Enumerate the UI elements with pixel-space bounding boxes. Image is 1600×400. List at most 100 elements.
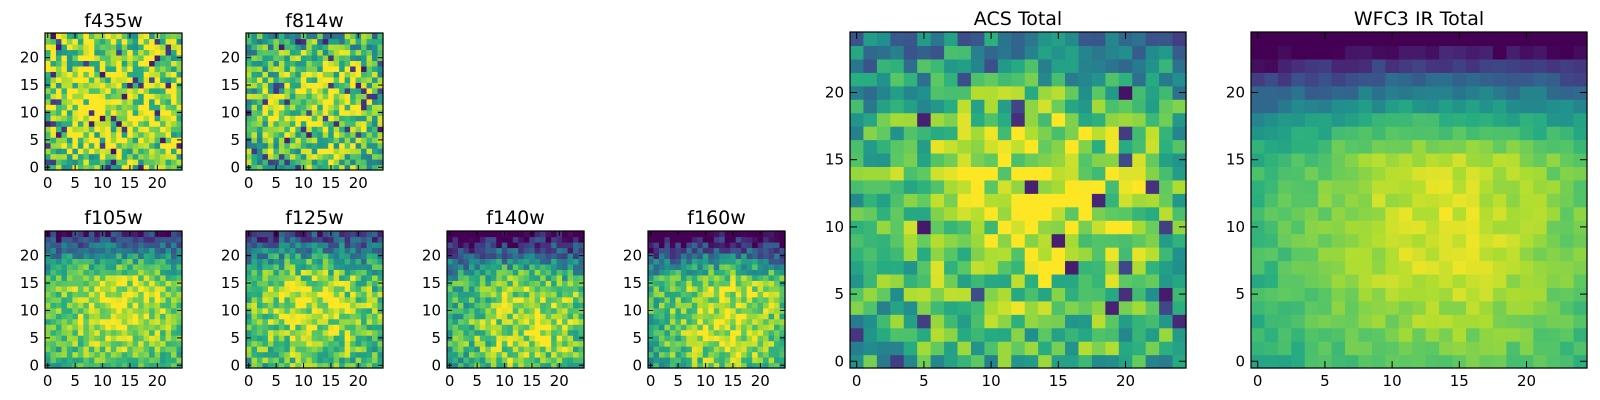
heatmap-cell <box>1506 341 1521 356</box>
heatmap-cell <box>1065 126 1080 141</box>
heatmap-cell <box>171 54 178 61</box>
heatmap-cell <box>746 241 753 249</box>
heatmap-cell <box>251 258 258 265</box>
heatmap-cell <box>551 335 558 342</box>
heatmap-cell <box>300 313 307 320</box>
heatmap-cell <box>317 285 324 292</box>
heatmap-cell <box>573 258 580 265</box>
heatmap-cell <box>658 241 666 249</box>
heatmap-cell <box>1425 300 1440 315</box>
heatmap-cell <box>160 263 167 270</box>
heatmap-cell <box>578 231 585 238</box>
heatmap-cell <box>485 236 492 243</box>
heatmap-cell <box>518 252 525 259</box>
heatmap-cell <box>534 296 541 303</box>
heatmap-cell <box>262 164 269 171</box>
heatmap-cell <box>295 362 302 369</box>
heatmap-cell <box>55 340 63 347</box>
heatmap-cell <box>1331 247 1346 262</box>
heatmap-cell <box>562 231 569 238</box>
panel-f435w: f435w 0 5 10 15 20 0 5 10 15 20 <box>20 10 183 192</box>
heatmap-cell <box>322 82 329 89</box>
heatmap-cell <box>523 269 530 276</box>
heatmap-cell <box>686 231 693 238</box>
heatmap-cell <box>143 120 150 127</box>
heatmap-cell <box>675 324 682 331</box>
heatmap-cell <box>339 280 346 287</box>
heatmap-cell <box>273 241 280 249</box>
heatmap-cell <box>903 341 918 356</box>
heatmap-cell <box>1078 32 1093 47</box>
heatmap-cell <box>1398 354 1413 369</box>
heatmap-cell <box>273 120 280 127</box>
heatmap-cell <box>540 263 547 270</box>
heatmap-cell <box>490 231 497 238</box>
heatmap-cell <box>850 233 865 248</box>
heatmap-cell <box>278 49 285 56</box>
heatmap-cell <box>1172 32 1187 47</box>
heatmap-cell <box>1291 314 1306 329</box>
heatmap-cell <box>372 236 379 243</box>
heatmap-cell <box>284 82 291 89</box>
heatmap-cell <box>66 142 73 149</box>
heatmap-cell <box>143 33 150 40</box>
heatmap-cell <box>1172 58 1187 73</box>
heatmap-cell <box>55 231 63 238</box>
heatmap-cell <box>154 153 161 160</box>
heatmap-cell <box>333 126 340 133</box>
heatmap-cell <box>311 362 318 369</box>
heatmap-cell <box>1331 287 1346 302</box>
heatmap-cell <box>556 236 563 243</box>
heatmap-cell <box>143 291 150 298</box>
heatmap-cell <box>256 60 264 67</box>
heatmap-cell <box>944 126 959 141</box>
heatmap-cell <box>757 296 764 303</box>
heatmap-cell <box>1398 273 1413 288</box>
heatmap-cell <box>300 252 307 259</box>
heatmap-cell <box>540 318 547 325</box>
heatmap-cell <box>752 258 759 265</box>
heatmap-cell <box>876 72 891 87</box>
heatmap-cell <box>311 357 318 364</box>
heatmap-cell <box>746 324 753 331</box>
heatmap-cell <box>1159 233 1174 248</box>
heatmap-cell <box>138 142 145 149</box>
heatmap-cell <box>512 285 519 292</box>
heatmap-cell <box>143 258 150 265</box>
heatmap-cell <box>300 43 307 51</box>
heatmap-cell <box>45 247 52 254</box>
heatmap-cell <box>45 76 52 83</box>
heatmap-cell <box>485 362 492 369</box>
heatmap-cell <box>664 351 671 358</box>
heatmap-cell <box>171 285 178 292</box>
heatmap-cell <box>339 137 346 144</box>
heatmap-cell <box>344 126 351 133</box>
heatmap-cell <box>295 252 302 259</box>
heatmap-cell <box>970 260 985 275</box>
heatmap-cell <box>468 274 475 281</box>
heatmap-cell <box>664 324 671 331</box>
heatmap-cell <box>289 318 296 325</box>
heatmap-cell <box>61 60 68 67</box>
heatmap-cell <box>779 236 786 243</box>
heatmap-cell <box>507 285 514 292</box>
heatmap-cell <box>529 340 536 347</box>
heatmap-cell <box>284 43 291 51</box>
heatmap-cell <box>1439 166 1454 181</box>
heatmap-cell <box>1091 126 1106 141</box>
heatmap-cell <box>176 65 183 72</box>
heatmap-cell <box>121 346 128 353</box>
heatmap-cell <box>545 236 552 243</box>
heatmap-cell <box>366 82 373 89</box>
heatmap-cell <box>708 291 715 298</box>
heatmap-cell <box>273 93 280 100</box>
heatmap-cell <box>121 340 128 347</box>
heatmap-cell <box>779 340 786 347</box>
heatmap-cell <box>1492 206 1507 221</box>
heatmap-cell <box>1011 179 1026 194</box>
heatmap-cell <box>77 329 84 336</box>
heatmap-cell <box>669 247 676 254</box>
heatmap-cell <box>551 318 558 325</box>
heatmap-cell <box>479 318 486 325</box>
heatmap-cell <box>344 231 351 238</box>
